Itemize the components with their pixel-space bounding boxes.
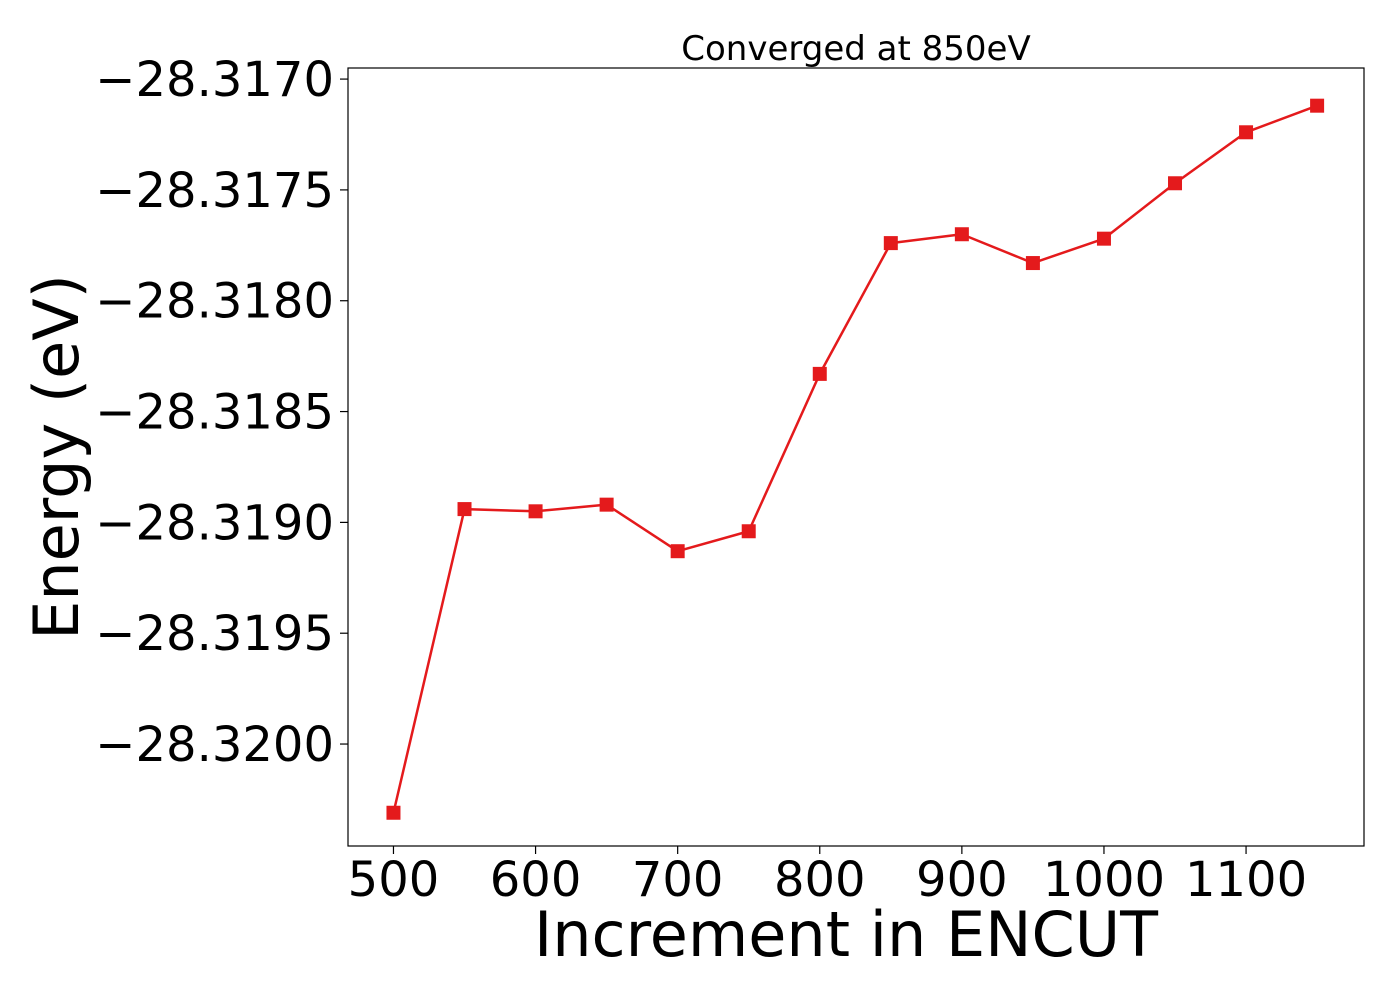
x-tick-label: 1000 xyxy=(1043,852,1165,908)
data-point xyxy=(812,366,827,381)
y-tick-label: −28.3185 xyxy=(95,385,334,441)
x-tick-label: 500 xyxy=(348,852,440,908)
y-tick-label: −28.3195 xyxy=(95,606,334,662)
series-line xyxy=(392,104,1318,814)
series-layer xyxy=(386,98,1325,820)
data-point xyxy=(1025,256,1040,271)
y-tick-label: −28.3180 xyxy=(95,274,334,330)
y-axis-ticks: −28.3170 −28.3175 −28.3180 −28.3185 −28.3190… xyxy=(95,52,348,773)
data-point xyxy=(1239,125,1254,140)
y-axis-label: Energy (eV) xyxy=(20,274,93,640)
x-tick-label: 900 xyxy=(916,852,1008,908)
x-tick-label: 700 xyxy=(632,852,724,908)
x-axis-label: Increment in ENCUT xyxy=(534,898,1159,971)
chart-title: Converged at 850eV xyxy=(681,29,1030,69)
data-point xyxy=(457,502,472,517)
plot-frame xyxy=(347,67,1365,847)
data-point xyxy=(1168,176,1183,191)
data-point xyxy=(883,236,898,251)
x-tick-label: 800 xyxy=(774,852,866,908)
y-tick-label: −28.3190 xyxy=(95,495,334,551)
y-tick-label: −28.3175 xyxy=(95,163,334,219)
data-point xyxy=(1310,98,1325,113)
x-tick-label: 600 xyxy=(490,852,582,908)
data-point xyxy=(528,504,543,519)
y-tick-label: −28.3200 xyxy=(95,717,334,773)
x-axis-ticks: 500 600 700 800 900 1000 1100 xyxy=(348,846,1307,908)
y-tick-label: −28.3170 xyxy=(95,52,334,108)
x-tick-label: 1100 xyxy=(1185,852,1307,908)
data-point xyxy=(954,227,969,242)
data-point xyxy=(599,497,614,512)
data-point xyxy=(1096,231,1111,246)
data-point xyxy=(741,524,756,539)
data-point xyxy=(670,544,685,559)
data-point xyxy=(386,805,401,820)
